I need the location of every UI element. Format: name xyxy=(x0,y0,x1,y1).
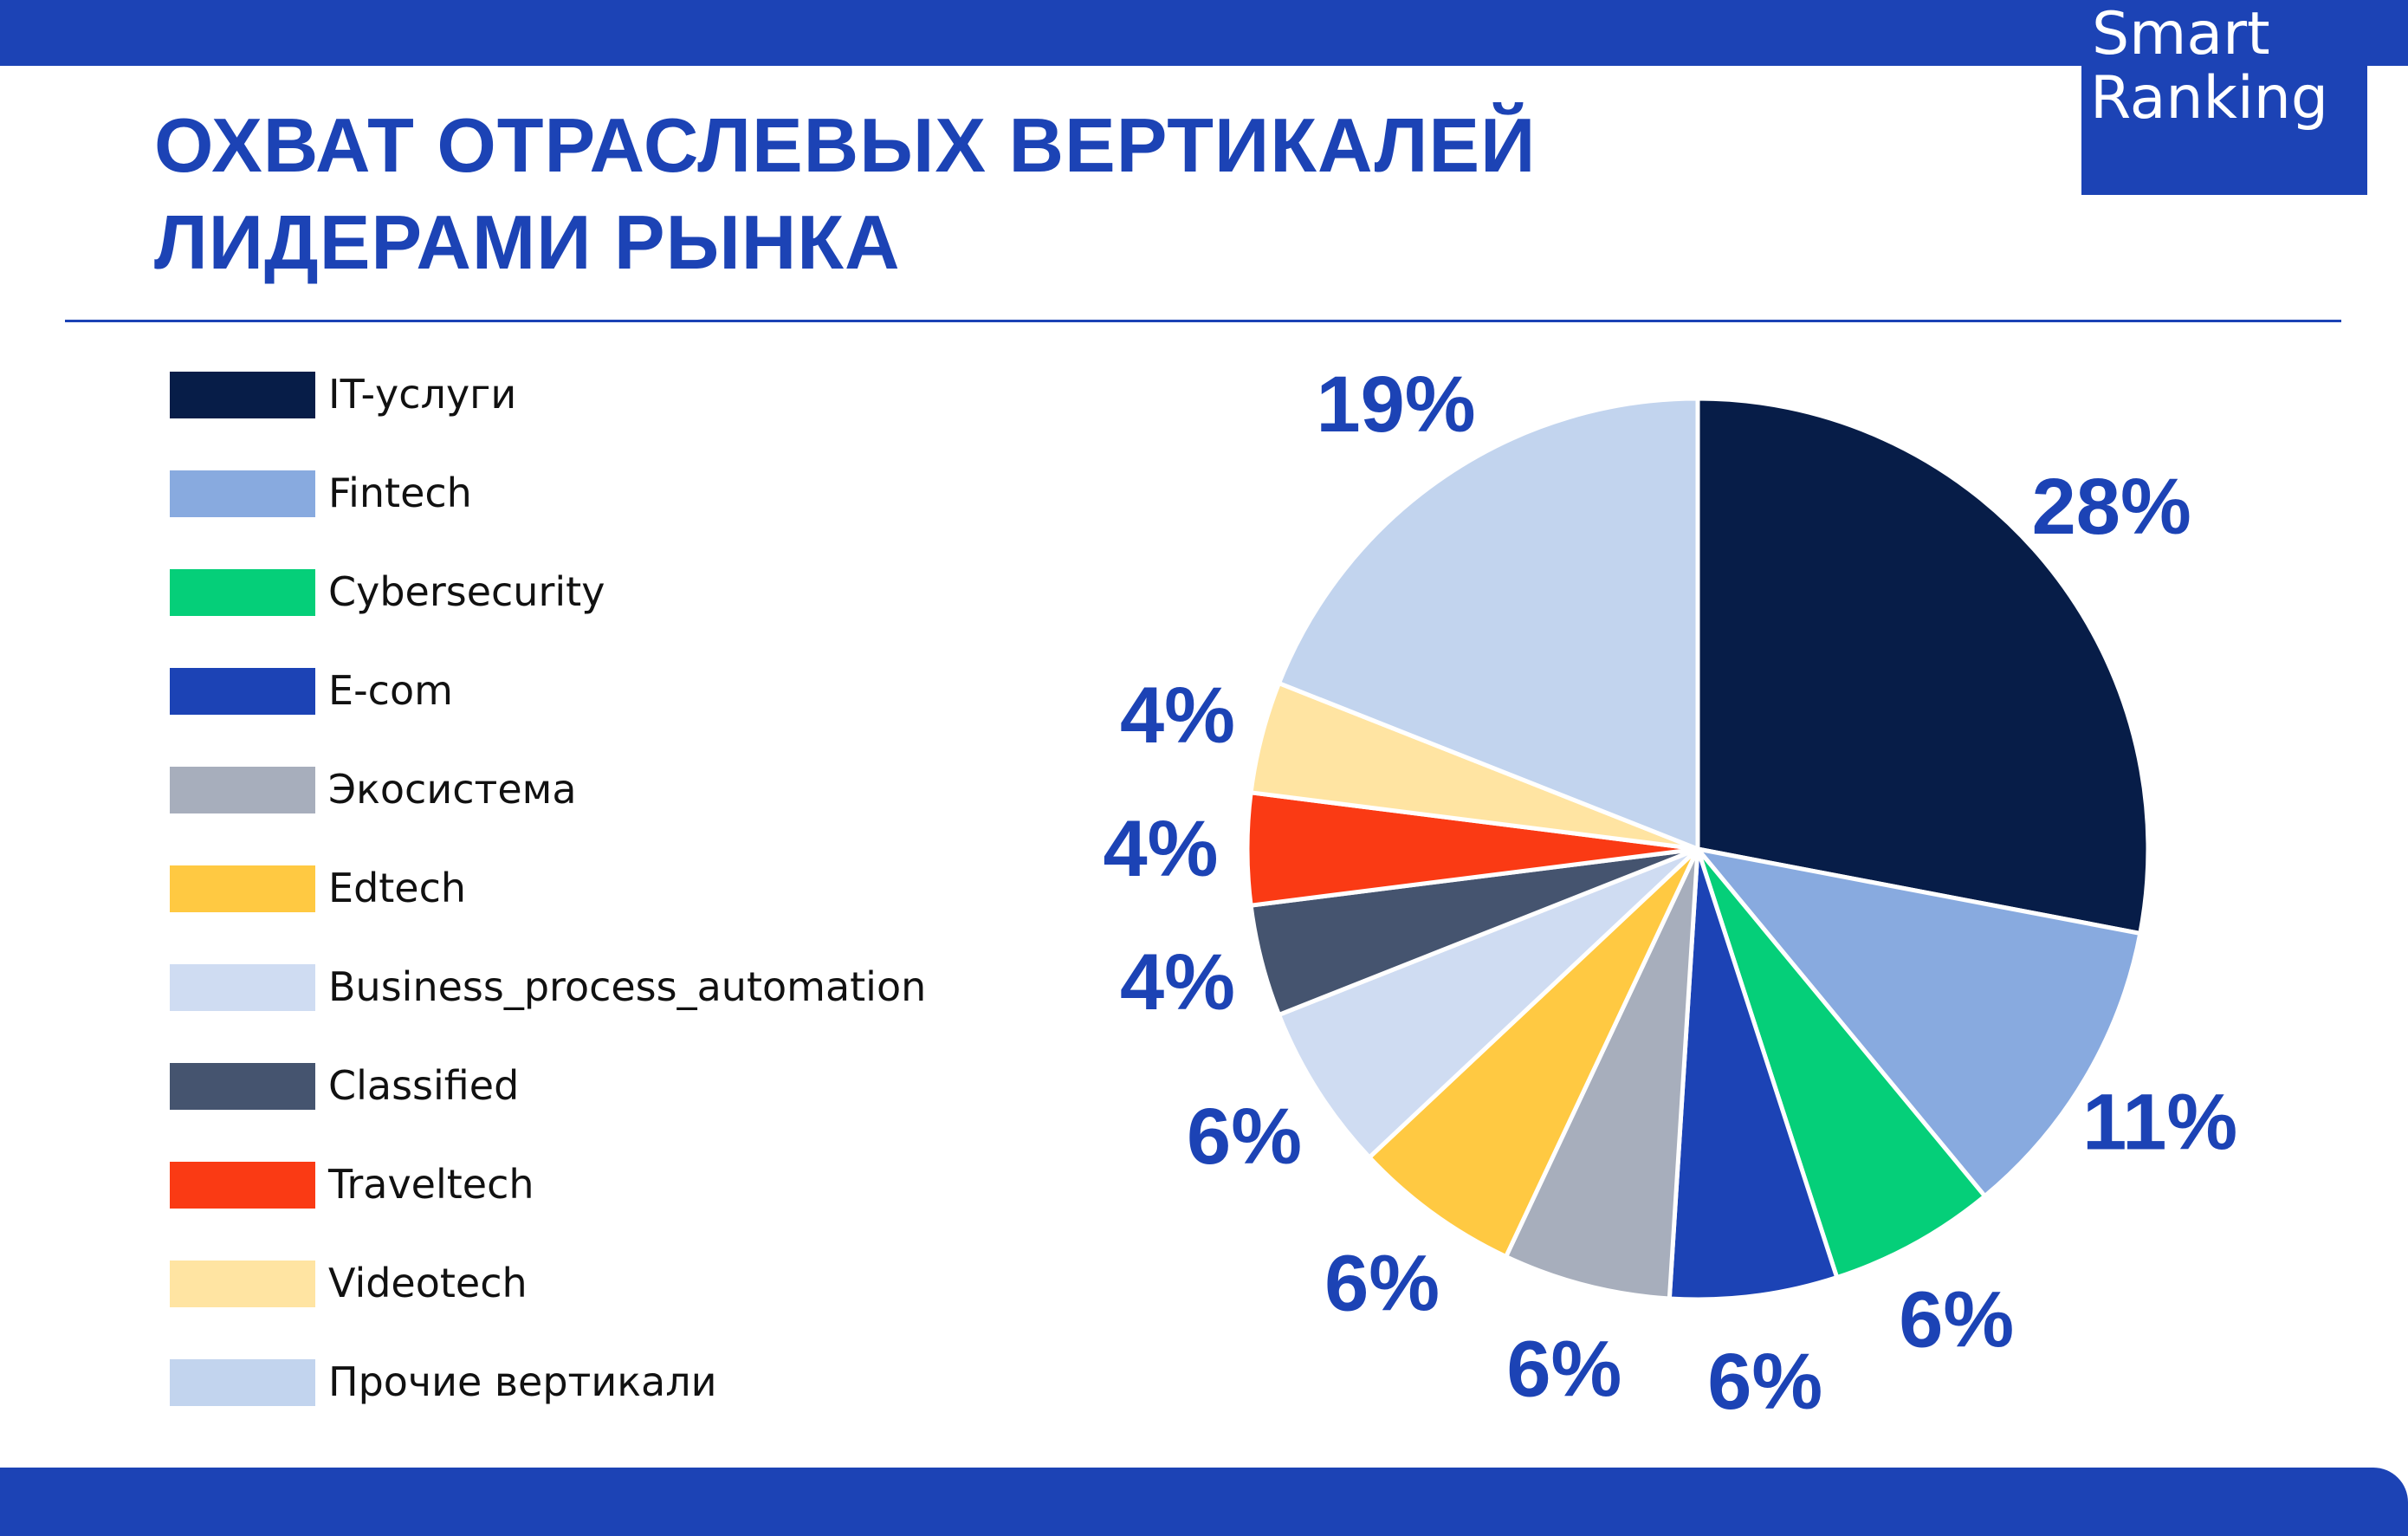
legend-label: Экосистема xyxy=(328,766,577,813)
legend-item: Прочие вертикали xyxy=(170,1356,1036,1408)
pie-slice xyxy=(1367,846,1700,1260)
page-title-line-2: ЛИДЕРАМИ РЫНКА xyxy=(154,199,901,285)
legend-swatch xyxy=(170,1261,315,1307)
legend-label: Videotech xyxy=(328,1260,528,1306)
legend-swatch xyxy=(170,470,315,517)
legend-label: Traveltech xyxy=(328,1161,534,1208)
legend-item: E-com xyxy=(170,664,1036,716)
legend-swatch xyxy=(170,964,315,1011)
legend-swatch xyxy=(170,767,315,813)
legend-swatch xyxy=(170,1063,315,1110)
smart-ranking-logo: Smart Ranking xyxy=(2081,0,2367,195)
logo-line-1: Smart xyxy=(2092,0,2270,68)
title-divider xyxy=(65,320,2341,322)
legend-item: Edtech xyxy=(170,862,1036,914)
slice-percent-label: 28% xyxy=(2032,463,2191,551)
legend-swatch xyxy=(170,569,315,616)
slice-percent-label: 4% xyxy=(1104,805,1219,893)
bottom-banner-bar xyxy=(0,1468,2408,1536)
legend-item: Classified xyxy=(170,1060,1036,1111)
legend-label: Cybersecurity xyxy=(328,568,605,615)
slice-percent-label: 4% xyxy=(1120,938,1235,1027)
pie-slice xyxy=(1277,846,1700,1160)
legend-label: Fintech xyxy=(328,470,472,516)
slice-percent-label: 4% xyxy=(1120,671,1235,760)
legend-swatch xyxy=(170,865,315,912)
pie-slice xyxy=(1695,846,1987,1280)
legend-item: Fintech xyxy=(170,467,1036,519)
slice-percent-label: 11% xyxy=(2082,1079,2237,1167)
legend-swatch xyxy=(170,668,315,715)
pie-slice xyxy=(1695,846,2143,1199)
page-title: ОХВАТ ОТРАСЛЕВЫХ ВЕРТИКАЛЕЙ ЛИДЕРАМИ РЫН… xyxy=(154,97,1536,291)
page-title-line-1: ОХВАТ ОТРАСЛЕВЫХ ВЕРТИКАЛЕЙ xyxy=(154,102,1537,188)
legend-label: E-com xyxy=(328,667,453,714)
slice-percent-label: 6% xyxy=(1899,1275,2014,1364)
pie-slice xyxy=(1277,396,1700,852)
legend-item: Cybersecurity xyxy=(170,566,1036,618)
legend-item: IT-услуги xyxy=(170,368,1036,420)
legend-label: Edtech xyxy=(328,865,467,911)
legend-swatch xyxy=(170,1162,315,1209)
legend-swatch xyxy=(170,372,315,418)
slice-percent-label: 6% xyxy=(1506,1325,1622,1414)
legend-label: Business_process_automation xyxy=(328,963,927,1010)
legend-item: Business_process_automation xyxy=(170,961,1036,1013)
pie-slice xyxy=(1504,846,1700,1301)
legend-label: Classified xyxy=(328,1062,520,1109)
pie-slice xyxy=(1667,846,1840,1302)
top-banner-bar xyxy=(0,0,2408,66)
logo-line-2: Ranking xyxy=(2090,64,2329,133)
legend-swatch xyxy=(170,1359,315,1406)
slice-percent-label: 6% xyxy=(1324,1240,1440,1328)
pie-slice xyxy=(1695,396,2151,936)
legend-item: Videotech xyxy=(170,1257,1036,1309)
legend-item: Traveltech xyxy=(170,1158,1036,1210)
slice-percent-label: 19% xyxy=(1316,360,1475,449)
legend-item: Экосистема xyxy=(170,763,1036,815)
slice-percent-label: 6% xyxy=(1187,1092,1302,1181)
slice-percent-label: 6% xyxy=(1707,1338,1822,1426)
legend-label: IT-услуги xyxy=(328,371,517,418)
legend-label: Прочие вертикали xyxy=(328,1358,717,1405)
